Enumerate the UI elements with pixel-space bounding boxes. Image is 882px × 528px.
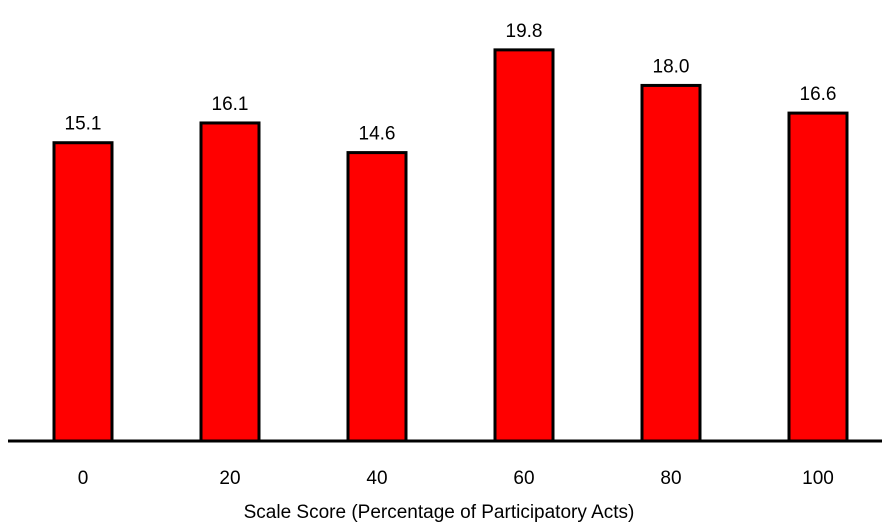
data-label-80: 18.0: [653, 56, 690, 77]
x-tick-label-0: 0: [78, 468, 89, 489]
x-tick-label-80: 80: [660, 468, 681, 489]
x-tick-label-60: 60: [513, 468, 534, 489]
bar-80: [640, 83, 702, 443]
data-labels-group: 15.1 16.1 14.6 19.8 18.0 16.6: [65, 21, 837, 145]
data-label-100: 16.6: [800, 84, 837, 105]
bar-20: [199, 121, 261, 443]
x-tick-label-20: 20: [219, 468, 240, 489]
x-tick-label-100: 100: [802, 468, 834, 489]
bar-100: [787, 111, 849, 443]
data-label-40: 14.6: [359, 124, 396, 145]
bar-40: [346, 151, 408, 443]
bars-group: [52, 48, 849, 443]
data-label-20: 16.1: [212, 94, 249, 115]
x-axis-title: Scale Score (Percentage of Participatory…: [244, 502, 635, 523]
data-label-60: 19.8: [506, 21, 543, 42]
bar-60: [493, 48, 555, 443]
data-label-0: 15.1: [65, 114, 102, 135]
bar-0: [52, 141, 114, 443]
x-tick-label-40: 40: [366, 468, 387, 489]
x-tick-labels-group: 0 20 40 60 80 100: [78, 468, 834, 489]
